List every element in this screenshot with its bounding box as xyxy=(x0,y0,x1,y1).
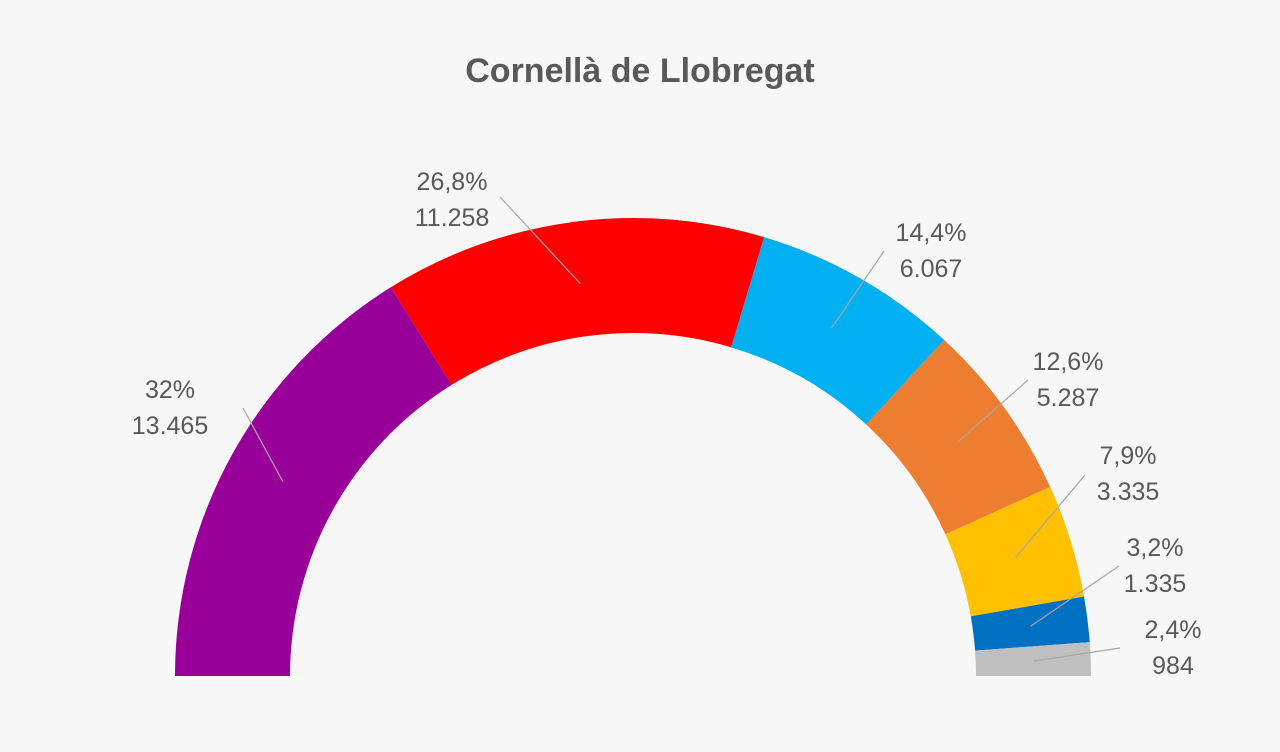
chart-title: Cornellà de Llobregat xyxy=(465,52,815,90)
slice-value-label-1: 13.465 xyxy=(132,412,208,440)
chart-leader-lines xyxy=(242,196,1121,662)
leader-line-7 xyxy=(1033,647,1121,662)
chart-slices xyxy=(175,218,1091,676)
slice-percent-label-2: 26,8% xyxy=(417,168,488,196)
slice-percent-label-3: 14,4% xyxy=(896,219,967,247)
slice-percent-label-1: 32% xyxy=(145,376,195,404)
slice-value-label-7: 984 xyxy=(1152,652,1194,680)
slice-value-label-5: 3.335 xyxy=(1097,478,1160,506)
chart-data-labels: 32% 13.465 26,8% 11.258 14,4% 6.067 12,6% 5.287… xyxy=(132,168,1202,680)
slice-2 xyxy=(390,218,765,385)
slice-3 xyxy=(731,237,945,425)
slice-percent-label-4: 12,6% xyxy=(1033,348,1104,376)
leader-line-6 xyxy=(1030,565,1120,627)
leader-line-3 xyxy=(831,250,885,329)
slice-6 xyxy=(970,596,1090,651)
leader-line-4 xyxy=(957,379,1029,443)
slice-value-label-4: 5.287 xyxy=(1037,384,1100,412)
slice-percent-label-5: 7,9% xyxy=(1100,442,1157,470)
slice-4 xyxy=(866,339,1051,535)
slice-value-label-6: 1.335 xyxy=(1124,570,1187,598)
slice-value-label-2: 11.258 xyxy=(415,204,490,232)
slice-5 xyxy=(945,486,1085,617)
slice-7 xyxy=(975,642,1091,676)
slice-percent-label-6: 3,2% xyxy=(1127,534,1184,562)
leader-line-1 xyxy=(242,407,284,482)
slice-1 xyxy=(175,287,452,676)
slice-value-label-3: 6.067 xyxy=(900,255,963,283)
slice-percent-label-7: 2,4% xyxy=(1145,616,1202,644)
leader-line-5 xyxy=(1015,474,1086,558)
leader-line-2 xyxy=(499,196,581,285)
